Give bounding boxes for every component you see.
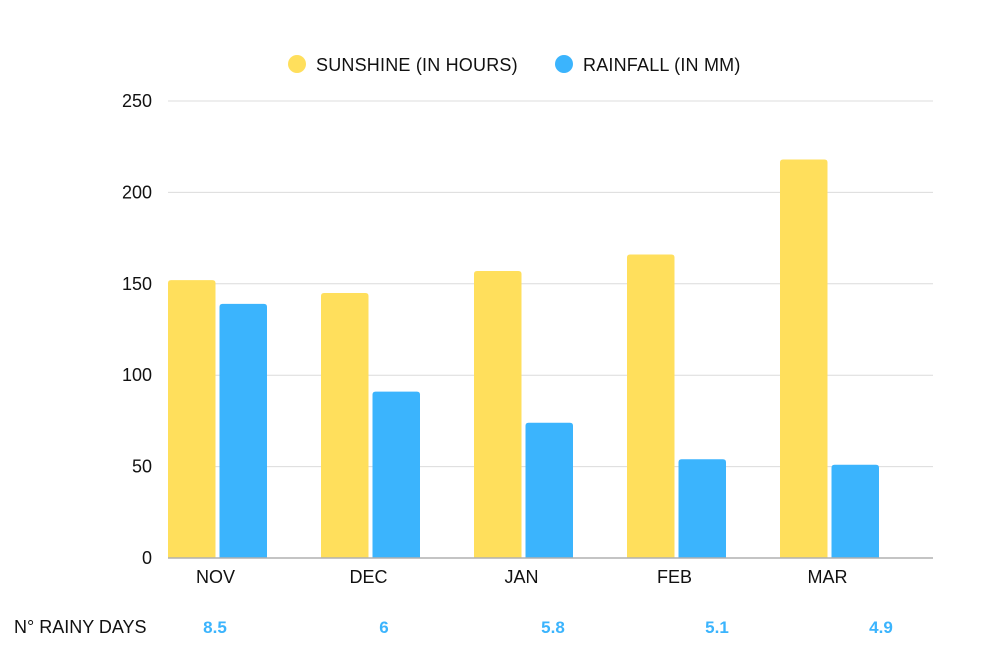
rainy-days-value-feb: 5.1 <box>705 618 729 637</box>
x-tick-label: DEC <box>349 567 387 587</box>
bar-rainfall-jan <box>525 422 573 558</box>
x-tick-label: NOV <box>196 567 235 587</box>
y-tick-label: 200 <box>122 182 152 202</box>
bar-sunshine-jan <box>474 271 522 558</box>
legend-label-sunshine: SUNSHINE (IN HOURS) <box>316 55 518 75</box>
y-tick-label: 250 <box>122 91 152 111</box>
rainy-days-label: N° RAINY DAYS <box>14 617 147 637</box>
x-tick-label: MAR <box>808 567 848 587</box>
rainy-days-value-mar: 4.9 <box>869 618 893 637</box>
legend-marker-sunshine <box>288 55 306 73</box>
legend-marker-rainfall <box>555 55 573 73</box>
x-tick-label: FEB <box>657 567 692 587</box>
rainy-days-value-dec: 6 <box>379 618 388 637</box>
y-tick-label: 150 <box>122 274 152 294</box>
legend: SUNSHINE (IN HOURS) RAINFALL (IN MM) <box>288 55 741 75</box>
y-tick-label: 0 <box>142 548 152 568</box>
rainy-days-value-jan: 5.8 <box>541 618 565 637</box>
rainy-days-value-nov: 8.5 <box>203 618 227 637</box>
legend-label-rainfall: RAINFALL (IN MM) <box>583 55 741 75</box>
bar-sunshine-mar <box>780 159 828 558</box>
y-tick-label: 50 <box>132 457 152 477</box>
rainy-days-row: N° RAINY DAYS 8.5 6 5.8 5.1 4.9 <box>14 617 893 637</box>
bar-rainfall-feb <box>678 459 726 558</box>
bar-sunshine-feb <box>627 254 675 558</box>
y-tick-label: 100 <box>122 365 152 385</box>
bar-sunshine-nov <box>168 280 216 558</box>
bar-rainfall-mar <box>831 464 879 558</box>
bar-rainfall-dec <box>372 391 420 558</box>
x-tick-label: JAN <box>504 567 538 587</box>
axes: 0 50 100 150 200 250 NOV DEC JAN FEB MAR <box>122 91 933 587</box>
bar-rainfall-nov <box>219 303 267 558</box>
bars <box>168 159 879 558</box>
bar-sunshine-dec <box>321 292 369 558</box>
